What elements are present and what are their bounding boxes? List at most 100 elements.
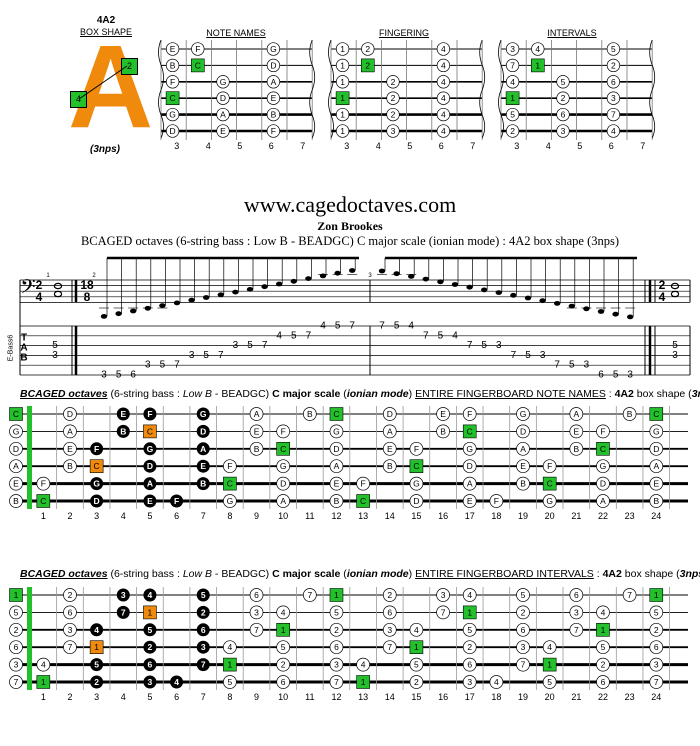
mini-note-label: 4 xyxy=(535,44,540,54)
board-notes-note xyxy=(382,424,397,439)
mini-note xyxy=(165,75,180,89)
board-intervals-fret-number: 23 xyxy=(625,692,635,702)
board-notes-note xyxy=(516,441,530,456)
mini-note-label: 5 xyxy=(561,77,566,87)
tab-number: 5 xyxy=(525,350,531,361)
mini-note-label: F xyxy=(170,77,175,87)
board-notes-root-note xyxy=(329,407,344,421)
board-notes-note-label: F xyxy=(547,461,552,471)
board-notes-note-label: E xyxy=(120,409,126,419)
time-sig-top: 2 xyxy=(36,278,43,292)
board-intervals-note xyxy=(9,605,23,620)
staff-note xyxy=(437,279,444,285)
board-notes-note-label: E xyxy=(13,479,19,489)
board-notes-title: BCAGED octaves (6-string bass : Low B - … xyxy=(20,388,700,400)
board-notes-note-label: F xyxy=(600,426,605,436)
board-intervals-note-label: 7 xyxy=(574,625,579,635)
mini-note-label: 2 xyxy=(391,93,396,103)
board-intervals-note-label: 6 xyxy=(574,590,579,600)
board-notes-note xyxy=(462,494,477,508)
board-notes-note-label: E xyxy=(200,461,206,471)
mini-note xyxy=(606,91,621,105)
board-intervals-note-label: 4 xyxy=(494,677,499,687)
board-intervals-note-label: 6 xyxy=(201,625,206,635)
big-letter-a: A xyxy=(68,21,154,153)
board-notes-note-label: C xyxy=(280,444,286,454)
board-notes-note-label: C xyxy=(147,426,153,436)
mini-note-label: G xyxy=(169,110,176,120)
board-notes-root-note xyxy=(36,494,51,508)
mini-note xyxy=(505,124,520,138)
mini-title-intervals: INTERVALS xyxy=(547,28,597,38)
board-notes-box-note xyxy=(196,459,210,473)
time-sig-end-bottom: 4 xyxy=(659,290,666,304)
board-notes-note-label: A xyxy=(387,426,393,436)
mini-note-label: D xyxy=(220,93,226,103)
board-notes-note-label: C xyxy=(547,479,553,489)
mini-note xyxy=(216,107,230,122)
tab-number: 7 xyxy=(218,350,224,361)
board-notes-note xyxy=(489,494,504,508)
staff-note xyxy=(524,295,532,301)
board-intervals-note-label: 6 xyxy=(601,677,606,687)
board-intervals-root-note xyxy=(329,588,344,602)
board-intervals-note-label: 6 xyxy=(467,660,472,670)
tab-number: 5 xyxy=(394,321,400,332)
mini-note-label: E xyxy=(220,126,226,136)
board-intervals-note xyxy=(569,622,584,637)
board-notes-note-label: A xyxy=(520,444,526,454)
mini-diagram-1 xyxy=(328,39,486,140)
board-notes-note-label: C xyxy=(653,409,659,419)
board-notes-root-note xyxy=(542,476,557,491)
board-intervals-note xyxy=(249,622,264,637)
mini-note xyxy=(606,75,621,89)
board-intervals-fret-number: 10 xyxy=(278,692,288,702)
tab-number: 5 xyxy=(481,340,487,351)
board-notes-note-label: G xyxy=(200,409,207,419)
mini-note-label: 5 xyxy=(510,110,515,120)
board-intervals-note-label: 3 xyxy=(68,625,73,635)
mini-fret-number: 6 xyxy=(269,141,274,151)
board-notes-root-note xyxy=(462,424,477,439)
board-intervals-note-label: 6 xyxy=(521,625,526,635)
tab-number: 6 xyxy=(130,370,136,381)
board-notes-note xyxy=(276,459,291,474)
board-notes-note xyxy=(329,441,344,456)
board-intervals-note-label: 6 xyxy=(654,642,659,652)
mini-note-label: 2 xyxy=(510,126,515,136)
mini-note xyxy=(165,58,180,73)
board-notes-note xyxy=(436,424,450,439)
board-intervals-note-label: 5 xyxy=(201,590,206,600)
board-intervals-note-label: 2 xyxy=(387,590,392,600)
board-notes-fret-number: 8 xyxy=(227,511,232,521)
board-notes-note xyxy=(63,407,77,421)
board-intervals-fret-number: 19 xyxy=(518,692,528,702)
board-intervals-note-label: 7 xyxy=(654,677,659,687)
board-intervals-note xyxy=(516,605,530,620)
tab-number: 7 xyxy=(262,340,268,351)
staff-note xyxy=(510,292,517,298)
board-notes-root-note xyxy=(276,441,290,456)
board-intervals-root-note xyxy=(223,657,237,672)
board-notes-note xyxy=(249,424,264,439)
board-intervals-note xyxy=(622,588,637,602)
staff-note xyxy=(246,287,254,292)
board-intervals-note-label: 2 xyxy=(521,607,526,617)
mini-note xyxy=(165,107,180,122)
board-notes-note-label: F xyxy=(414,444,419,454)
board-notes-note-label: E xyxy=(387,444,393,454)
mini-fret-number: 4 xyxy=(206,141,211,151)
board-intervals-note-label: 2 xyxy=(201,607,206,617)
board-intervals-note-label: 7 xyxy=(387,642,392,652)
tab-number: 7 xyxy=(306,330,312,341)
board-notes-root-note xyxy=(409,459,424,474)
time-sig-end-top: 2 xyxy=(659,278,666,292)
mini-note-label: 4 xyxy=(441,60,446,70)
board-notes-fret-number: 5 xyxy=(147,511,152,521)
mini-note-label: 2 xyxy=(561,93,566,103)
board-notes-fret-number: 2 xyxy=(67,511,72,521)
board-notes-note xyxy=(9,476,23,491)
board-notes-root-note xyxy=(223,476,237,491)
tab-number: 3 xyxy=(101,370,107,381)
board-intervals-note-label: 7 xyxy=(334,677,339,687)
